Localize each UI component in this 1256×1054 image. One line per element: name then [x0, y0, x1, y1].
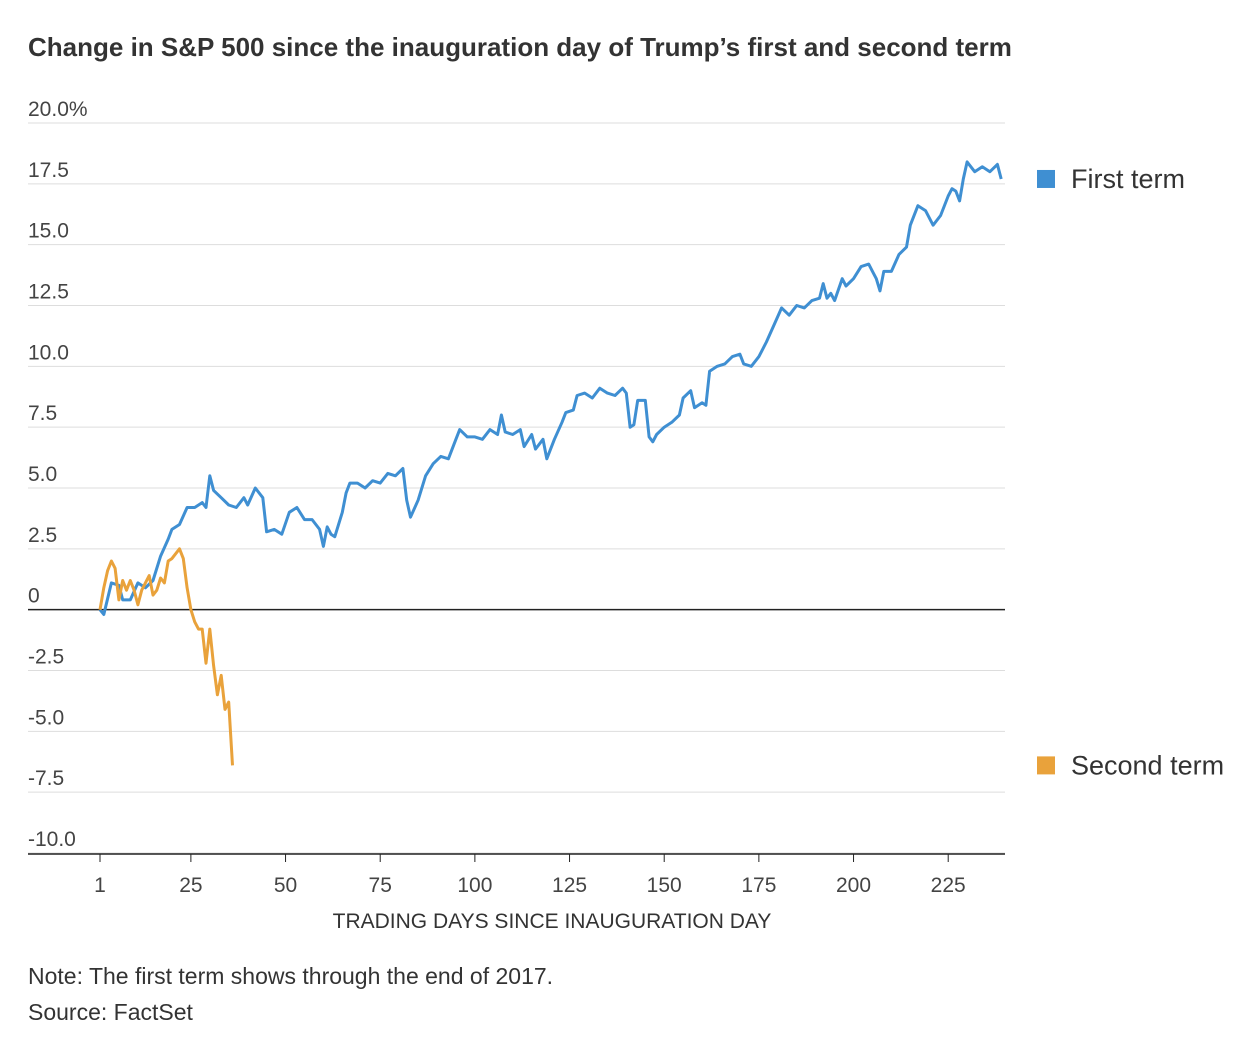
y-tick-label: 0: [28, 585, 40, 608]
note: Note: The first term shows through the e…: [28, 963, 553, 989]
x-tick-label: 100: [457, 874, 492, 897]
y-tick-label: 12.5: [28, 281, 69, 304]
y-tick-label: 10.0: [28, 341, 69, 364]
x-tick-label: 175: [741, 874, 776, 897]
y-tick-label: 5.0: [28, 463, 57, 486]
series-line: [98, 547, 234, 766]
y-tick-label: -7.5: [28, 767, 64, 790]
x-tick-label: 150: [647, 874, 682, 897]
y-tick-label: -10.0: [28, 828, 76, 851]
x-tick-label: 200: [836, 874, 871, 897]
y-tick-label: 7.5: [28, 402, 57, 425]
y-tick-label: 2.5: [28, 524, 57, 547]
x-tick-label: 50: [274, 874, 297, 897]
y-tick-label: 17.5: [28, 159, 69, 182]
legend-label: Second term: [1071, 750, 1224, 780]
series-line: [98, 160, 1003, 616]
y-tick-label: 20.0%: [28, 98, 88, 121]
chart-title: Change in S&P 500 since the inauguration…: [28, 32, 1012, 62]
legend-swatch: [1037, 169, 1055, 188]
y-tick-label: 15.0: [28, 220, 69, 243]
source: Source: FactSet: [28, 999, 194, 1025]
x-tick-label: 25: [179, 874, 202, 897]
x-tick-label: 1: [94, 874, 106, 897]
y-tick-label: -5.0: [28, 706, 64, 729]
legend-label: First term: [1071, 164, 1185, 194]
legend-swatch: [1037, 756, 1055, 775]
y-tick-label: -2.5: [28, 646, 64, 669]
x-axis-label: TRADING DAYS SINCE INAUGURATION DAY: [333, 910, 772, 933]
x-tick-label: 225: [931, 874, 966, 897]
x-tick-label: 125: [552, 874, 587, 897]
x-tick-label: 75: [369, 874, 392, 897]
